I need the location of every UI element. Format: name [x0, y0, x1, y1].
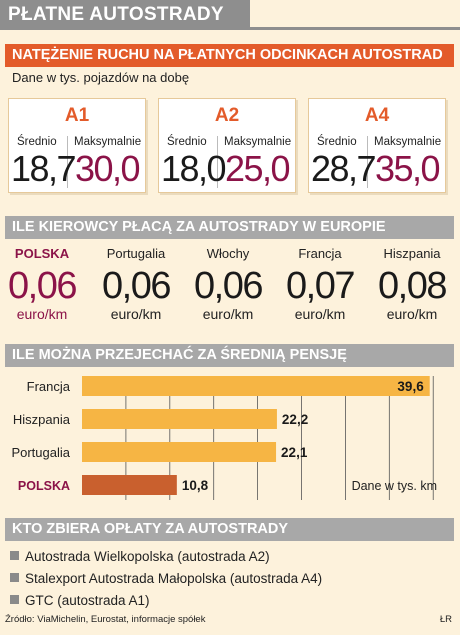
author-initials: ŁR — [439, 614, 452, 625]
cost-unit: euro/km — [202, 306, 254, 322]
highway-name: A2 — [214, 105, 240, 126]
highway-name: A1 — [64, 105, 90, 126]
traffic-header: NATĘŻENIE RUCHU NA PŁATNYCH ODCINKACH AU… — [5, 44, 454, 67]
max-label: Maksymalnie — [74, 136, 142, 148]
costs-header: ILE KIEROWCY PŁACĄ ZA AUTOSTRADY W EUROP… — [5, 216, 454, 239]
cost-country: Włochy — [206, 246, 250, 261]
cost-unit: euro/km — [386, 306, 438, 322]
collector-item: Stalexport Autostrada Małopolska (autost… — [10, 571, 322, 586]
category-label: Hiszpania — [13, 412, 71, 427]
cost-value: 0,06 — [194, 265, 263, 307]
value-label: 22,2 — [282, 412, 308, 427]
value-label: 22,1 — [281, 445, 308, 460]
cost-item-italy: Włochy 0,06 euro/km — [182, 246, 274, 322]
unit-note: Dane w tys. km — [352, 479, 437, 493]
card-divider — [217, 136, 218, 188]
value-label: 10,8 — [182, 478, 209, 493]
max-value: 25,0 — [224, 148, 291, 189]
title-underline — [250, 27, 460, 30]
avg-label: Średnio — [167, 136, 207, 148]
cost-unit: euro/km — [110, 306, 162, 322]
avg-label: Średnio — [17, 136, 57, 148]
bar — [82, 376, 430, 396]
collector-item: GTC (autostrada A1) — [10, 593, 150, 608]
cost-unit: euro/km — [294, 306, 346, 322]
value-label: 39,6 — [397, 379, 424, 394]
card-divider — [67, 136, 68, 188]
cost-item-portugal: Portugalia 0,06 euro/km — [90, 246, 182, 322]
avg-value: 18,7 — [11, 148, 77, 189]
square-bullet-icon — [10, 573, 19, 582]
bar — [82, 409, 277, 429]
distance-bar-chart: Francja 39,6 Hiszpania 22,2 Portugalia 22,1 PO… — [11, 376, 437, 500]
highway-card-a2: A2 Średnio Maksymalnie 18,0 25,0 — [158, 98, 296, 193]
collector-item: Autostrada Wielkopolska (autostrada A2) — [10, 549, 270, 564]
distance-header: ILE MOŻNA PRZEJECHAĆ ZA ŚREDNIĄ PENSJĘ — [5, 344, 454, 367]
max-value: 30,0 — [74, 148, 141, 189]
cost-country: Portugalia — [106, 246, 166, 261]
cost-country: Francja — [298, 246, 342, 261]
cost-value: 0,06 — [102, 265, 171, 307]
max-label: Maksymalnie — [224, 136, 292, 148]
highway-name: A4 — [364, 105, 390, 126]
main-title: PŁATNE AUTOSTRADY — [0, 0, 250, 30]
collector-name: Autostrada Wielkopolska (autostrada A2) — [25, 549, 270, 564]
card-divider — [367, 136, 368, 188]
cost-item-spain: Hiszpania 0,08 euro/km — [366, 246, 458, 322]
bar — [82, 442, 277, 462]
collectors-header: KTO ZBIERA OPŁATY ZA AUTOSTRADY — [5, 518, 454, 541]
avg-value: 28,7 — [311, 148, 377, 189]
category-label: POLSKA — [18, 479, 70, 493]
collector-name: GTC (autostrada A1) — [25, 593, 150, 608]
cost-value: 0,08 — [378, 265, 447, 307]
max-value: 35,0 — [374, 148, 441, 189]
traffic-subtitle: Dane w tys. pojazdów na dobę — [12, 70, 190, 85]
cost-country: Hiszpania — [383, 246, 441, 261]
category-label: Portugalia — [11, 445, 70, 460]
max-label: Maksymalnie — [374, 136, 442, 148]
square-bullet-icon — [10, 551, 19, 560]
highway-card-a1: A1 Średnio Maksymalnie 18,7 30,0 — [8, 98, 146, 193]
highway-card-a4: A4 Średnio Maksymalnie 28,7 35,0 — [308, 98, 446, 193]
bar — [82, 475, 177, 495]
cost-country: POLSKA — [14, 246, 70, 261]
source-note: Źródło: ViaMichelin, Eurostat, informacj… — [5, 614, 206, 625]
cost-value: 0,07 — [286, 265, 355, 307]
avg-value: 18,0 — [161, 148, 227, 189]
cost-item-poland: POLSKA 0,06 euro/km — [0, 246, 88, 322]
cost-item-france: Francja 0,07 euro/km — [274, 246, 366, 322]
square-bullet-icon — [10, 595, 19, 604]
category-label: Francja — [27, 379, 71, 394]
cost-value: 0,06 — [8, 265, 77, 307]
collector-name: Stalexport Autostrada Małopolska (autost… — [25, 571, 323, 586]
avg-label: Średnio — [317, 136, 357, 148]
cost-unit: euro/km — [16, 306, 68, 322]
